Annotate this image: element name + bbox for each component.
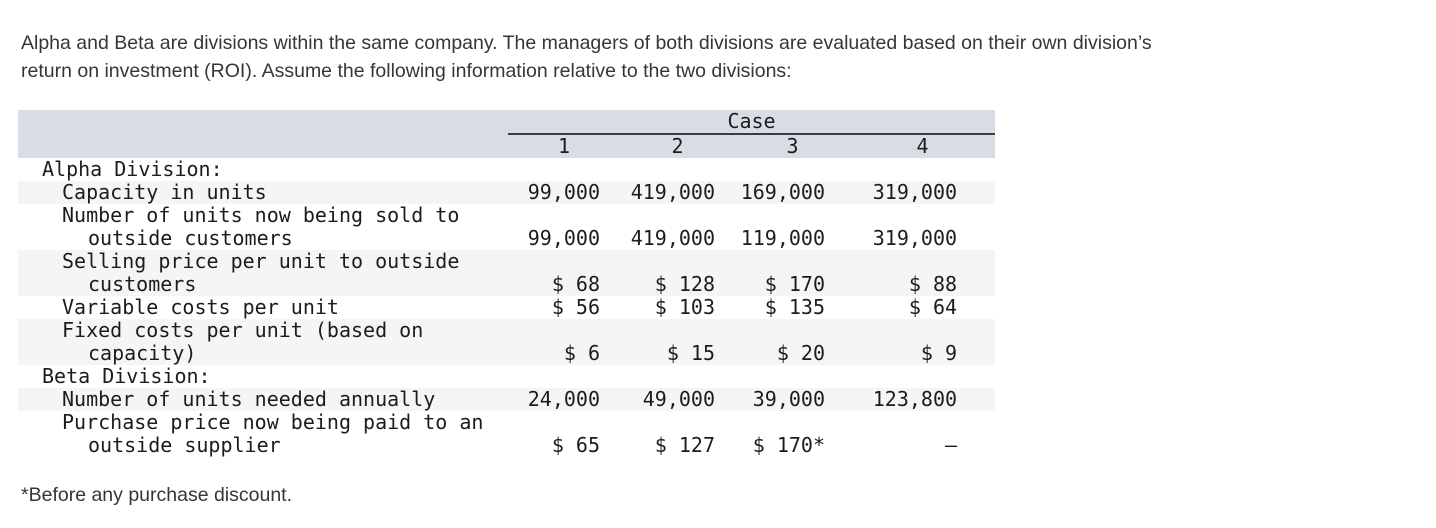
col-header-case-3: 3	[735, 134, 850, 158]
row-label: Capacity in units	[18, 181, 508, 204]
section-label: Alpha Division:	[42, 157, 223, 181]
cell-value: 169,000	[735, 181, 850, 204]
cell-value: $ 65	[551, 433, 600, 457]
row-label: Number of units now being sold to outsid…	[62, 203, 460, 250]
table-row: Selling price per unit to outside custom…	[18, 250, 996, 296]
table-row: Purchase price now being paid to an outs…	[18, 411, 995, 457]
cell-value: $ 170*	[752, 433, 825, 457]
cell-value: $ 64	[908, 295, 958, 319]
footnote: *Before any purchase discount.	[21, 484, 293, 506]
cell-value: $ 6	[508, 319, 620, 365]
cell-value: $ 128	[620, 250, 735, 296]
col-header-case-2: 2	[620, 134, 735, 158]
cell-value: 49,000	[620, 388, 735, 411]
row-label: Variable costs per unit	[62, 295, 339, 319]
cell-value: $ 127	[654, 433, 715, 457]
cell-value: 99,000	[508, 181, 620, 204]
case-data-table: Case 1 2 3 4 Alpha Division: Capacity in …	[18, 110, 996, 457]
cell-value: 319,000	[872, 226, 958, 250]
cell-value: 119,000	[740, 226, 825, 250]
cell-value	[735, 158, 850, 181]
row-label: Number of units needed annually	[18, 388, 508, 411]
table-row: Variable costs per unit $ 56 $ 103 $ 135 $ 6…	[18, 296, 995, 319]
table-row: Number of units now being sold to outsid…	[18, 204, 995, 250]
cell-value: $ 9	[850, 319, 996, 365]
corner-cell	[18, 134, 508, 158]
case-group-row: Case	[18, 110, 996, 135]
cell-value	[620, 365, 735, 388]
cell-value	[508, 158, 620, 181]
cell-value	[850, 365, 995, 388]
cell-value: 123,800	[850, 388, 996, 411]
col-header-case-1: 1	[508, 134, 620, 158]
table-row: Capacity in units 99,000 419,000 169,000 319…	[18, 181, 996, 204]
cell-value: $ 103	[654, 295, 715, 319]
cell-value	[508, 365, 620, 388]
table-row: Alpha Division:	[18, 158, 995, 181]
row-label: Purchase price now being paid to an outs…	[62, 410, 484, 457]
cell-value: $ 68	[508, 250, 620, 296]
case-number-row: 1 2 3 4	[18, 134, 996, 158]
problem-statement: Alpha and Beta are divisions within the …	[21, 32, 1152, 82]
cell-value	[620, 158, 735, 181]
cell-value: 24,000	[508, 388, 620, 411]
cell-value	[735, 365, 850, 388]
row-label: Selling price per unit to outside custom…	[18, 250, 508, 296]
cell-value: $ 135	[764, 295, 825, 319]
cell-value: $ 56	[551, 295, 600, 319]
case-group-header: Case	[508, 110, 996, 135]
row-label: Fixed costs per unit (based on capacity)	[18, 319, 508, 365]
divisions-table: Case 1 2 3 4 Alpha Division: Capacity in …	[18, 110, 996, 457]
cell-value: $ 20	[735, 319, 850, 365]
table-row: Beta Division:	[18, 365, 995, 388]
cell-value: $ 15	[620, 319, 735, 365]
cell-value	[850, 158, 995, 181]
cell-value: —	[945, 433, 958, 457]
col-header-case-4: 4	[850, 134, 996, 158]
cell-value: 319,000	[850, 181, 996, 204]
cell-value: 39,000	[735, 388, 850, 411]
corner-cell	[18, 110, 508, 134]
table-row: Number of units needed annually 24,000 49,…	[18, 388, 996, 411]
cell-value: 99,000	[527, 226, 600, 250]
cell-value: 419,000	[630, 226, 715, 250]
cell-value: $ 88	[850, 250, 996, 296]
cell-value: 419,000	[620, 181, 735, 204]
cell-value: $ 170	[735, 250, 850, 296]
section-label: Beta Division:	[42, 364, 211, 388]
table-row: Fixed costs per unit (based on capacity)…	[18, 319, 996, 365]
